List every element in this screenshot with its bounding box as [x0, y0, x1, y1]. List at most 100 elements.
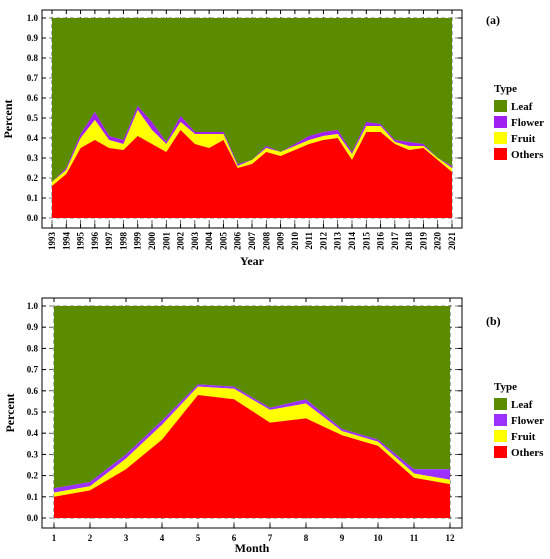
y-tick-label: 0.9 [27, 322, 39, 332]
y-tick-label: 1.0 [27, 301, 39, 311]
x-tick-label: 4 [160, 533, 165, 543]
x-tick-label: 12 [446, 533, 456, 543]
legend-label-others: Others [511, 149, 544, 161]
x-tick-label: 2001 [161, 232, 171, 251]
plot-border [41, 297, 463, 529]
x-tick-label: 2013 [333, 232, 343, 251]
y-tick-label: 0.1 [27, 193, 39, 203]
x-tick-label: 9 [340, 533, 345, 543]
y-tick-label: 0.2 [27, 471, 39, 481]
x-tick-label: 10 [374, 533, 384, 543]
y-tick-label: 0.7 [27, 73, 39, 83]
x-tick-label: 1996 [90, 232, 100, 251]
x-tick-label: 5 [196, 533, 201, 543]
y-tick-label: 0.4 [27, 133, 39, 143]
x-tick-label: 1999 [133, 232, 143, 251]
x-tick-label: 2017 [390, 232, 400, 251]
x-tick-label: 2 [88, 533, 93, 543]
y-tick-label: 0.6 [27, 93, 39, 103]
x-tick-label: 2015 [361, 232, 371, 251]
legend: Type Leaf Flower Fruit Others [494, 381, 544, 459]
area-series-flower [54, 384, 450, 493]
y-tick-label: 0.8 [27, 343, 39, 353]
legend-swatch-flower [494, 116, 507, 128]
y-tick-label: 0.7 [27, 365, 39, 375]
x-tick-label: 2009 [276, 232, 286, 251]
x-tick-label: 7 [268, 533, 273, 543]
area-series-flower [52, 106, 452, 182]
x-tick-label: 2004 [204, 232, 214, 251]
x-tick-label: 2007 [247, 232, 257, 251]
x-tick-label: 2014 [347, 232, 357, 251]
x-tick-label: 2010 [290, 232, 300, 251]
legend-title: Type [494, 381, 517, 393]
area-series-leaf [52, 18, 452, 182]
panel-label: (b) [486, 314, 501, 328]
y-tick-label: 0.5 [27, 407, 39, 417]
x-tick-label: 2021 [447, 232, 457, 251]
x-tick-label: 2002 [176, 232, 186, 251]
chart-panel-b: 0.00.10.20.30.40.50.60.70.80.91.01 2 3 4 5 6 7… [3, 297, 544, 555]
x-tick-label: 2018 [404, 232, 414, 251]
legend: Type Leaf Flower Fruit Others [494, 83, 544, 161]
x-tick-label: 11 [410, 533, 419, 543]
legend-swatch-leaf [494, 100, 507, 112]
legend-label-others: Others [511, 447, 544, 459]
chart-panel-a: 0.0 0.1 0.2 0.3 0.4 0.5 0.6 0.7 0.8 0.9 1.0 1993 199… [1, 9, 544, 268]
plot-border [41, 9, 463, 229]
x-tick-label: 1998 [118, 232, 128, 251]
legend-swatch-fruit [494, 430, 507, 442]
area-series-others [54, 395, 450, 518]
x-tick-label: 6 [232, 533, 237, 543]
y-tick-label: 0.3 [27, 153, 39, 163]
legend-swatch-others [494, 446, 507, 458]
legend-swatch-leaf [494, 398, 507, 410]
y-tick-label: 0.0 [27, 213, 39, 223]
x-tick-label: 2000 [147, 232, 157, 251]
y-tick-label: 0.6 [27, 386, 39, 396]
x-tick-label: 2003 [190, 232, 200, 251]
legend-label-flower: Flower [511, 415, 544, 427]
legend-label-fruit: Fruit [511, 431, 536, 443]
legend-label-fruit: Fruit [511, 133, 536, 145]
x-axis-title: Month [235, 541, 270, 555]
legend-label-leaf: Leaf [511, 101, 533, 113]
y-tick-label: 0.2 [27, 173, 39, 183]
x-tick-label: 8 [304, 533, 309, 543]
x-tick-label: 1 [52, 533, 57, 543]
x-tick-label: 1993 [47, 232, 57, 251]
y-tick-label: 1.0 [27, 13, 39, 23]
area-series-leaf [54, 306, 450, 489]
y-tick-label: 0.9 [27, 33, 39, 43]
panel-label: (a) [486, 13, 500, 27]
legend-label-leaf: Leaf [511, 399, 533, 411]
y-tick-label: 0.1 [27, 492, 39, 502]
area-series-fruit [54, 386, 450, 497]
x-tick-label: 1997 [104, 232, 114, 251]
y-tick-label: 0.8 [27, 53, 39, 63]
y-tick-label: 0.3 [27, 449, 39, 459]
legend-swatch-others [494, 148, 507, 160]
y-tick-label: 0.5 [27, 113, 39, 123]
x-tick-label: 2019 [418, 232, 428, 251]
x-tick-label: 1995 [76, 232, 86, 251]
x-tick-label: 3 [124, 533, 129, 543]
area-series-others [52, 130, 452, 218]
y-axis-title: Percent [1, 99, 15, 138]
y-tick-label: 0.0 [27, 513, 39, 523]
x-tick-label: 2012 [318, 232, 328, 251]
x-axis-title: Year [240, 254, 265, 268]
x-tick-label: 2020 [433, 232, 443, 251]
x-tick-label: 2016 [376, 232, 386, 251]
legend-swatch-fruit [494, 132, 507, 144]
x-tick-label: 2005 [218, 232, 228, 251]
legend-title: Type [494, 83, 517, 95]
x-tick-label: 2006 [233, 232, 243, 251]
x-tick-label: 2011 [304, 232, 314, 250]
legend-label-flower: Flower [511, 117, 544, 129]
x-tick-label: 2008 [261, 232, 271, 251]
x-tick-label: 1994 [61, 232, 71, 251]
y-tick-label: 0.4 [27, 428, 39, 438]
legend-swatch-flower [494, 414, 507, 426]
